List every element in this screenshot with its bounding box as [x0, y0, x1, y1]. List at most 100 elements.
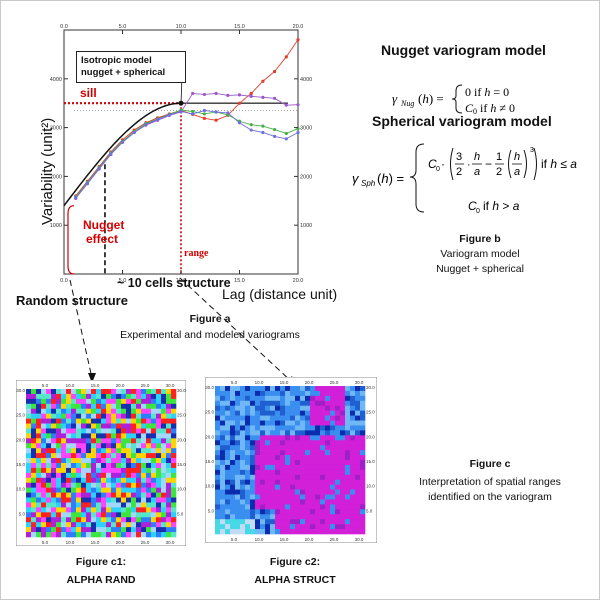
map-cell — [26, 438, 32, 444]
map-cell — [161, 458, 167, 464]
map-cell — [325, 440, 331, 446]
map-cell — [26, 502, 32, 508]
map-cell — [151, 482, 157, 488]
map-cell — [116, 393, 122, 400]
map-cell — [51, 502, 57, 508]
map-cell — [335, 415, 341, 421]
map-cell — [101, 393, 107, 400]
map-tick-label-top: 5.0 — [231, 380, 238, 385]
map-cell — [96, 482, 102, 488]
map-cell — [71, 448, 77, 454]
map-cell — [275, 529, 281, 535]
map-cell — [265, 386, 271, 392]
map-cell — [61, 418, 67, 424]
map-cell — [161, 428, 167, 434]
map-cell — [106, 467, 112, 474]
map-cell — [305, 450, 311, 456]
map-cell — [131, 517, 137, 523]
map-cell — [146, 433, 152, 439]
map-cell — [350, 460, 356, 466]
map-cell — [166, 467, 172, 474]
map-cell — [111, 532, 117, 538]
chart-series-group — [63, 38, 300, 207]
map-cell — [61, 487, 67, 493]
map-cell — [36, 413, 42, 419]
map-cell — [315, 450, 321, 456]
map-cell — [215, 504, 221, 510]
map-cell — [66, 458, 72, 464]
map-cell — [131, 393, 137, 400]
map-cell — [46, 448, 52, 454]
experimental-point — [202, 112, 206, 116]
map-cell — [355, 415, 361, 421]
map-cell — [66, 512, 72, 518]
map-cell — [36, 527, 42, 533]
map-cell — [355, 390, 361, 397]
map-cell — [156, 443, 162, 449]
map-cell — [270, 410, 276, 416]
map-cell — [121, 507, 127, 513]
map-cell — [355, 519, 361, 525]
map-cell — [146, 453, 152, 459]
map-cell — [335, 425, 341, 431]
map-tick-label-bottom: 20.0 — [116, 540, 125, 545]
map-cell — [96, 433, 102, 439]
map-tick-label-right: 25.0 — [177, 413, 186, 418]
map-cell — [76, 443, 82, 449]
map-cell — [36, 389, 42, 395]
map-cell — [166, 389, 172, 395]
map-cell — [56, 463, 62, 469]
experimental-point — [202, 92, 206, 97]
map-cell — [325, 410, 331, 416]
map-cell — [71, 482, 77, 488]
map-cell — [360, 519, 366, 525]
map-cell — [325, 474, 331, 481]
map-cell — [310, 430, 316, 436]
map-cell — [220, 474, 226, 481]
map-cell — [61, 463, 67, 469]
map-cell — [230, 400, 236, 407]
map-cell — [66, 522, 72, 528]
map-cell — [250, 504, 256, 510]
map-cell — [335, 464, 341, 471]
map-tick-label-left: 15.0 — [16, 462, 25, 467]
map-cell — [350, 474, 356, 481]
map-cell — [41, 389, 47, 395]
figure-c1-name: ALPHA RAND — [66, 574, 136, 586]
map-cell — [116, 467, 122, 474]
map-cell — [106, 482, 112, 488]
map-cell — [220, 395, 226, 402]
map-cell — [26, 477, 32, 484]
map-cell — [106, 492, 112, 498]
map-cell — [131, 398, 137, 405]
map-cell — [215, 494, 221, 500]
map-cell — [126, 502, 132, 508]
map-cell — [285, 524, 291, 530]
map-cell — [260, 509, 266, 515]
map-cell — [66, 408, 72, 414]
nugget-equation: γ Nug (h) = 0 if h = 0 C0 if h ≠ 0 — [392, 84, 515, 116]
experimental-point — [191, 91, 195, 96]
map-cell — [240, 460, 246, 466]
map-cell — [71, 393, 77, 400]
map-cell — [235, 514, 241, 520]
map-cell — [300, 425, 306, 431]
map-cell — [131, 403, 137, 410]
map-cell — [335, 450, 341, 456]
map-cell — [240, 464, 246, 471]
map-cell — [126, 398, 132, 405]
map-cell — [255, 400, 261, 407]
map-cell — [86, 512, 92, 518]
map-cell — [41, 438, 47, 444]
map-cell — [270, 489, 276, 495]
map-cell — [146, 418, 152, 424]
map-cell — [320, 474, 326, 481]
figure-b-title: Figure b — [459, 233, 501, 245]
map-cell — [315, 435, 321, 441]
map-cell — [91, 507, 97, 513]
map-cell — [171, 453, 177, 459]
map-cell — [31, 423, 37, 429]
map-cell — [250, 524, 256, 530]
map-cell — [91, 408, 97, 414]
map-cell — [86, 487, 92, 493]
